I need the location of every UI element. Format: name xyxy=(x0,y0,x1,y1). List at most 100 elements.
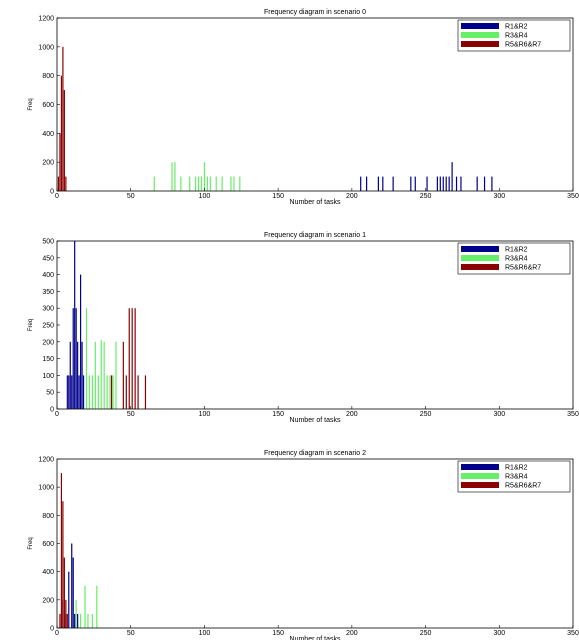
legend-swatch xyxy=(461,264,499,270)
x-tick-label: 0 xyxy=(55,411,59,418)
bar-r1-r2-6 xyxy=(77,614,78,628)
bar-r5-r6-r7-1 xyxy=(61,473,62,628)
chart-scenario-1: Frequency diagram in scenario 1 0 50 100 150… xyxy=(28,232,579,424)
bar-r1-r2-4 xyxy=(73,308,74,409)
legend-swatch xyxy=(461,464,499,470)
bar-r1-r2-0 xyxy=(360,177,361,191)
bar-r3-r4-0 xyxy=(76,600,77,628)
bar-r5-r6-r7-3 xyxy=(129,308,130,409)
bar-r1-r2-9 xyxy=(80,275,81,409)
bar-r3-r4-0 xyxy=(154,177,155,191)
chart-title: Frequency diagram in scenario 2 xyxy=(264,450,366,457)
y-tick-label: 500 xyxy=(42,239,54,246)
bar-r1-r2-5 xyxy=(410,177,411,191)
bar-r1-r2-18 xyxy=(491,177,492,191)
bar-r1-r2-7 xyxy=(426,177,427,191)
y-tick-label: 400 xyxy=(42,131,54,138)
bar-r5-r6-r7-2 xyxy=(126,375,127,409)
legend-swatch xyxy=(461,255,499,261)
x-tick-label: 300 xyxy=(493,411,505,418)
bar-r3-r4-14 xyxy=(233,177,234,191)
x-tick-label: 200 xyxy=(346,193,358,200)
x-tick-label: 350 xyxy=(567,411,579,418)
y-tick-label: 800 xyxy=(42,513,54,520)
y-tick-label: 0 xyxy=(50,407,54,414)
x-tick-label: 300 xyxy=(493,193,505,200)
bar-r3-r4-13 xyxy=(230,177,231,191)
x-tick-label: 50 xyxy=(127,411,135,418)
x-tick-label: 200 xyxy=(346,411,358,418)
bar-r1-r2-17 xyxy=(484,177,485,191)
bar-r1-r2-1 xyxy=(68,375,69,409)
bar-r3-r4-1 xyxy=(80,614,81,628)
bar-r1-r2-4 xyxy=(73,558,74,628)
x-tick-label: 150 xyxy=(272,630,284,637)
bar-r1-r2-4 xyxy=(393,177,394,191)
y-axis-label: Freq xyxy=(28,319,34,331)
y-tick-label: 1000 xyxy=(38,44,54,51)
x-tick-label: 150 xyxy=(272,411,284,418)
legend: R1&R2 R3&R4 R5&R6&R7 xyxy=(458,243,570,274)
x-axis-label: Number of tasks xyxy=(290,636,341,640)
x-tick-label: 50 xyxy=(127,630,135,637)
chart-scenario-2: Frequency diagram in scenario 2 0 50 100 150… xyxy=(28,450,579,640)
bar-r3-r4-2 xyxy=(84,586,85,628)
bar-r5-r6-r7-4 xyxy=(65,600,66,628)
bar-r1-r2-8 xyxy=(79,375,80,409)
x-tick-label: 350 xyxy=(567,193,579,200)
bar-r5-r6-r7-5 xyxy=(67,614,68,628)
y-tick-label: 800 xyxy=(42,73,54,80)
bar-r1-r2-8 xyxy=(437,177,438,191)
bar-r3-r4-9 xyxy=(207,177,208,191)
bar-r1-r2-6 xyxy=(76,308,77,409)
x-tick-label: 100 xyxy=(199,630,211,637)
y-tick-label: 200 xyxy=(42,339,54,346)
bar-r1-r2-10 xyxy=(443,177,444,191)
bar-r3-r4-1 xyxy=(171,162,172,191)
legend-swatch xyxy=(461,473,499,479)
x-tick-label: 250 xyxy=(420,630,432,637)
bar-r3-r4-15 xyxy=(239,177,240,191)
y-tick-label: 200 xyxy=(42,160,54,167)
bar-r3-r4-7 xyxy=(107,375,108,409)
bar-r1-r2-7 xyxy=(77,342,78,409)
bar-r1-r2-9 xyxy=(440,177,441,191)
legend-swatch xyxy=(461,482,499,488)
legend-label: R5&R6&R7 xyxy=(505,42,541,49)
bar-r5-r6-r7-0 xyxy=(59,614,60,628)
bar-r3-r4-10 xyxy=(210,177,211,191)
legend-label: R1&R2 xyxy=(505,465,528,472)
bar-r5-r6-r7-5 xyxy=(65,177,66,191)
y-tick-label: 0 xyxy=(50,189,54,196)
bar-r1-r2-15 xyxy=(460,177,461,191)
bar-r3-r4-4 xyxy=(92,614,93,628)
bar-r1-r2-3 xyxy=(71,375,72,409)
chart-scenario-0: Frequency diagram in scenario 0 0 50 100 150… xyxy=(28,9,579,206)
bar-r1-r2-10 xyxy=(81,342,82,409)
legend-swatch xyxy=(461,41,499,47)
bar-r1-r2-16 xyxy=(477,177,478,191)
y-tick-label: 200 xyxy=(42,597,54,604)
y-tick-label: 600 xyxy=(42,102,54,109)
y-tick-label: 0 xyxy=(50,626,54,633)
bar-r1-r2-6 xyxy=(415,177,416,191)
bar-r1-r2-5 xyxy=(74,241,75,409)
legend-label: R5&R6&R7 xyxy=(505,483,541,490)
y-tick-label: 400 xyxy=(42,569,54,576)
chart-title: Frequency diagram in scenario 1 xyxy=(264,232,366,239)
bar-r3-r4-2 xyxy=(174,162,175,191)
x-axis-label: Number of tasks xyxy=(290,199,341,206)
bar-r5-r6-r7-4 xyxy=(132,308,133,409)
bar-r3-r4-11 xyxy=(216,177,217,191)
x-tick-label: 150 xyxy=(272,193,284,200)
bar-r3-r4-12 xyxy=(222,177,223,191)
legend-label: R1&R2 xyxy=(505,24,528,31)
y-tick-label: 1200 xyxy=(38,457,54,464)
y-tick-label: 450 xyxy=(42,255,54,262)
legend: R1&R2 R3&R4 R5&R6&R7 xyxy=(458,20,570,51)
bar-r1-r2-1 xyxy=(366,177,367,191)
bar-r5-r6-r7-0 xyxy=(111,375,112,409)
legend-swatch xyxy=(461,246,499,252)
legend: R1&R2 R3&R4 R5&R6&R7 xyxy=(458,461,570,492)
bar-r5-r6-r7-3 xyxy=(62,47,63,191)
